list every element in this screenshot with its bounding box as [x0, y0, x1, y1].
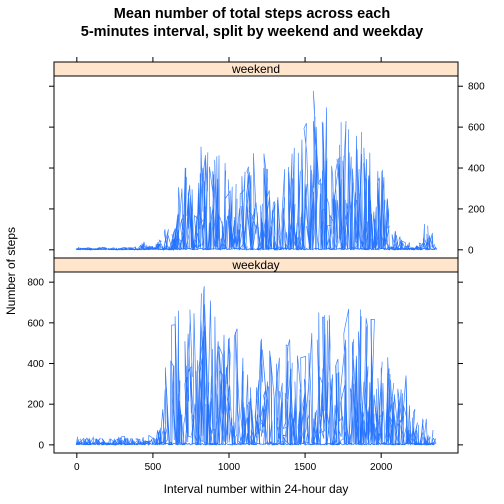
x-tick-label-1500: 1500 [294, 462, 317, 473]
y-tick-label-weekend-0: 0 [468, 245, 474, 256]
series-weekday [75, 286, 437, 446]
strip-label-weekday: weekday [231, 258, 279, 272]
series-weekend [75, 90, 438, 252]
y-tick-label-weekday-200: 200 [27, 400, 44, 411]
chart-title-line-1: Mean number of total steps across each [114, 6, 390, 22]
panel-weekend: weekend 0 200 400 600 800 [49, 61, 485, 259]
x-tick-label-2000: 2000 [370, 462, 393, 473]
y-tick-label-weekday-600: 600 [27, 318, 44, 329]
y-tick-label-weekend-200: 200 [468, 204, 485, 215]
strip-label-weekend: weekend [231, 62, 280, 76]
y-tick-label-weekend-800: 800 [468, 82, 485, 93]
y-tick-label-weekend-400: 400 [468, 164, 485, 175]
plot-frame-weekday [53, 271, 459, 454]
x-axis-label: Interval number within 24-hour day [164, 482, 349, 496]
chart-title-line-2: 5-minutes interval, split by weekend and… [81, 24, 423, 40]
panel-weekday: weekday 0 200 400 600 800 [27, 257, 463, 454]
y-tick-label-weekday-800: 800 [27, 278, 44, 289]
x-tick-label-500: 500 [145, 462, 162, 473]
y-axis-label: Number of steps [4, 227, 18, 315]
y-tick-label-weekday-400: 400 [27, 359, 44, 370]
baseline-band-weekend [76, 247, 436, 251]
baseline-band-weekday [76, 442, 436, 446]
x-tick-label-0: 0 [74, 462, 80, 473]
panels-group: weekend 0 200 400 600 800 weekday 0 200 400 600 800… [27, 57, 485, 473]
x-tick-label-1000: 1000 [218, 462, 241, 473]
y-tick-label-weekend-600: 600 [468, 123, 485, 134]
y-tick-label-weekday-0: 0 [38, 440, 44, 451]
